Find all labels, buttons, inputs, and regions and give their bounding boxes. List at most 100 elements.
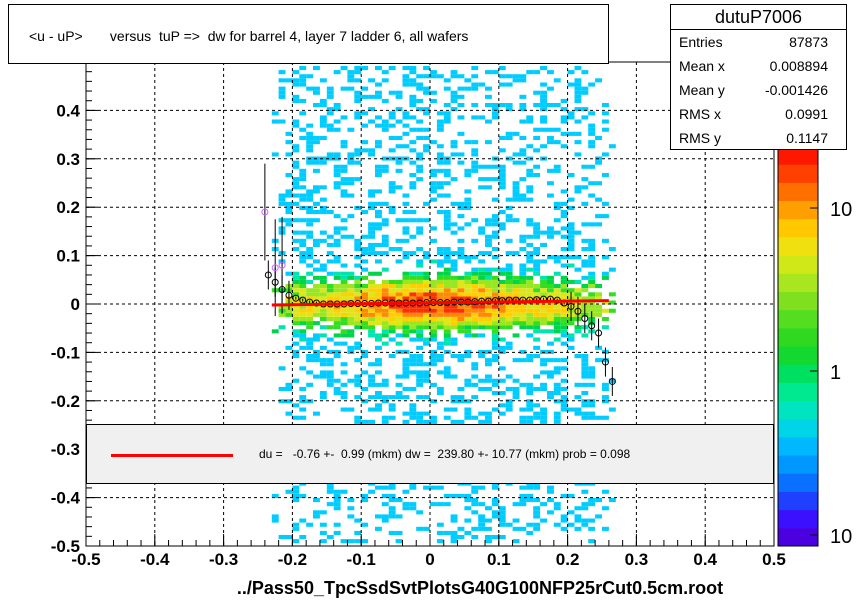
- heatmap-cell: [547, 103, 554, 108]
- heatmap-cell: [354, 341, 362, 346]
- heatmap-cell: [457, 304, 465, 309]
- heatmap-cell: [278, 193, 286, 198]
- heatmap-cell: [443, 407, 451, 412]
- palette-cell: [778, 164, 818, 183]
- heatmap-cell: [388, 510, 396, 515]
- heatmap-cell: [354, 288, 362, 293]
- heatmap-cell: [388, 493, 396, 498]
- heatmap-cell: [519, 325, 527, 330]
- heatmap-cell: [395, 279, 403, 284]
- heatmap-cell: [423, 337, 430, 342]
- heatmap-cell: [368, 288, 375, 293]
- heatmap-cell: [540, 279, 547, 284]
- heatmap-cell: [471, 510, 479, 515]
- heatmap-cell: [436, 127, 444, 132]
- heatmap-cell: [540, 288, 547, 293]
- heatmap-cell: [505, 345, 513, 350]
- heatmap-cell: [574, 267, 582, 272]
- heatmap-cell: [581, 288, 589, 293]
- heatmap-cell: [512, 160, 520, 165]
- heatmap-cell: [326, 382, 334, 387]
- heatmap-cell: [436, 185, 444, 190]
- heatmap-cell: [436, 321, 444, 326]
- heatmap-cell: [326, 485, 334, 490]
- heatmap-cell: [457, 395, 465, 400]
- heatmap-cell: [333, 107, 341, 112]
- heatmap-cell: [560, 341, 568, 346]
- heatmap-cell: [471, 304, 479, 309]
- heatmap-cell: [402, 144, 410, 149]
- heatmap-cell: [588, 415, 596, 420]
- heatmap-cell: [271, 111, 279, 116]
- heatmap-cell: [306, 263, 314, 268]
- heatmap-cell: [471, 325, 479, 330]
- heatmap-cell: [526, 279, 534, 284]
- heatmap-cell: [354, 312, 362, 317]
- heatmap-cell: [319, 308, 327, 313]
- heatmap-cell: [333, 103, 341, 108]
- heatmap-cell: [375, 333, 382, 338]
- heatmap-cell: [299, 230, 307, 235]
- heatmap-cell: [285, 535, 293, 540]
- heatmap-cell: [519, 415, 527, 420]
- heatmap-cell: [464, 411, 472, 416]
- heatmap-cell: [423, 304, 430, 309]
- heatmap-cell: [478, 378, 486, 383]
- heatmap-cell: [533, 271, 541, 276]
- heatmap-cell: [485, 539, 492, 544]
- heatmap-cell: [313, 308, 320, 313]
- heatmap-cell: [361, 210, 369, 215]
- heatmap-cell: [512, 308, 520, 313]
- heatmap-cell: [292, 230, 300, 235]
- heatmap-cell: [299, 279, 307, 284]
- heatmap-cell: [430, 259, 437, 264]
- heatmap-cell: [436, 386, 444, 391]
- heatmap-cell: [388, 407, 396, 412]
- heatmap-cell: [409, 288, 417, 293]
- heatmap-cell: [423, 144, 430, 149]
- heatmap-cell: [560, 144, 568, 149]
- heatmap-cell: [361, 267, 369, 272]
- heatmap-cell: [457, 419, 465, 424]
- heatmap-cell: [333, 341, 341, 346]
- heatmap-cell: [416, 415, 424, 420]
- heatmap-cell: [278, 70, 286, 75]
- heatmap-cell: [526, 218, 534, 223]
- profile-point: [588, 322, 596, 330]
- heatmap-cell: [533, 411, 541, 416]
- heatmap-cell: [402, 304, 410, 309]
- heatmap-cell: [567, 205, 575, 210]
- heatmap-cell: [567, 82, 575, 87]
- heatmap-cell: [436, 539, 444, 544]
- heatmap-cell: [436, 144, 444, 149]
- heatmap-cell: [409, 407, 417, 412]
- heatmap-cell: [285, 189, 293, 194]
- heatmap-cell: [505, 341, 513, 346]
- heatmap-cell: [416, 362, 424, 367]
- heatmap-cell: [526, 386, 534, 391]
- heatmap-cell: [416, 321, 424, 326]
- heatmap-cell: [285, 399, 293, 404]
- heatmap-cell: [526, 168, 534, 173]
- heatmap-cell: [464, 296, 472, 301]
- heatmap-cell: [299, 135, 307, 140]
- heatmap-cell: [388, 288, 396, 293]
- heatmap-cell: [581, 201, 589, 206]
- heatmap-cell: [533, 415, 541, 420]
- heatmap-cell: [471, 218, 479, 223]
- heatmap-cell: [491, 255, 499, 260]
- heatmap-cell: [306, 160, 314, 165]
- heatmap-cell: [347, 160, 355, 165]
- heatmap-cell: [547, 489, 554, 494]
- x-tick-label: 0.1: [487, 550, 511, 569]
- heatmap-cell: [285, 78, 293, 83]
- heatmap-cell: [491, 337, 499, 342]
- heatmap-cell: [402, 386, 410, 391]
- heatmap-cell: [326, 156, 334, 161]
- heatmap-cell: [533, 234, 541, 239]
- heatmap-cell: [285, 271, 293, 276]
- heatmap-cell: [581, 358, 589, 363]
- palette-cell: [778, 400, 818, 420]
- heatmap-cell: [361, 354, 369, 359]
- heatmap-cell: [333, 502, 341, 507]
